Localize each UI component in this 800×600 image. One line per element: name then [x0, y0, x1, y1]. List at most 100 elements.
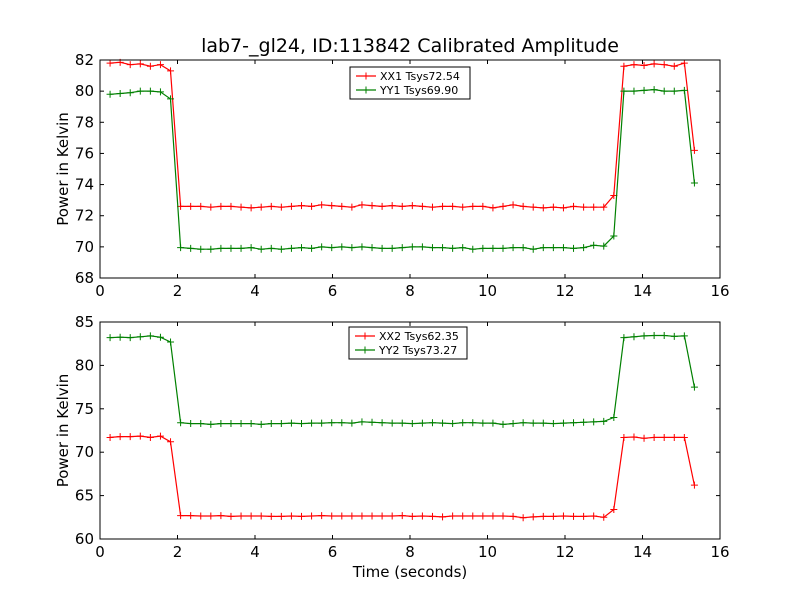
data-point — [207, 512, 215, 520]
data-point — [398, 419, 406, 427]
legend-label: YY2 Tsys73.27 — [378, 344, 457, 357]
data-point — [469, 202, 477, 210]
y-tick-label: 70 — [75, 238, 94, 256]
data-point — [640, 332, 648, 340]
data-point — [449, 244, 457, 252]
data-point — [630, 87, 638, 95]
data-point — [277, 245, 285, 253]
data-point — [670, 433, 678, 441]
data-point — [247, 244, 255, 252]
data-point — [449, 420, 457, 428]
data-point — [378, 419, 386, 427]
data-point — [449, 202, 457, 210]
data-point — [368, 418, 376, 426]
data-point — [116, 433, 124, 441]
data-point — [217, 202, 225, 210]
data-point — [227, 244, 235, 252]
data-point — [257, 245, 265, 253]
data-point — [338, 243, 346, 251]
data-point — [690, 146, 698, 154]
data-point — [368, 244, 376, 252]
data-point — [580, 418, 588, 426]
data-point — [308, 419, 316, 427]
y-tick-label: 76 — [75, 144, 94, 162]
data-point — [328, 244, 336, 252]
data-point — [499, 202, 507, 210]
y-tick-label: 72 — [75, 207, 94, 225]
x-tick-label: 12 — [555, 282, 574, 300]
data-point — [690, 481, 698, 489]
data-point — [600, 203, 608, 211]
data-point — [529, 513, 537, 521]
data-point — [439, 419, 447, 427]
data-point — [620, 433, 628, 441]
data-point — [298, 512, 305, 520]
data-point — [690, 179, 698, 187]
data-point — [318, 419, 326, 427]
data-point — [680, 86, 688, 94]
data-point — [237, 420, 245, 428]
data-point — [237, 203, 245, 211]
data-point — [227, 202, 235, 210]
data-point — [489, 512, 497, 520]
data-point — [146, 62, 154, 70]
y-tick-label: 74 — [75, 176, 94, 194]
data-point — [398, 512, 406, 520]
y-axis-label: Power in Kelvin — [54, 112, 72, 226]
data-point — [418, 512, 426, 520]
data-point — [670, 332, 678, 340]
data-point — [227, 420, 235, 428]
data-point — [156, 333, 164, 341]
x-tick-label: 4 — [250, 282, 260, 300]
x-tick-label: 6 — [328, 282, 338, 300]
legend-marker — [362, 86, 370, 94]
data-point — [519, 202, 527, 210]
data-point — [348, 203, 356, 211]
data-point — [227, 512, 235, 520]
legend-marker — [361, 332, 369, 340]
data-point — [539, 244, 547, 252]
y-axis-label: Power in Kelvin — [54, 374, 72, 488]
data-point — [509, 244, 517, 252]
data-point — [489, 244, 497, 252]
data-point — [388, 244, 396, 252]
data-point — [610, 505, 618, 513]
data-point — [146, 87, 154, 95]
y-tick-label: 85 — [75, 313, 94, 331]
data-point — [207, 203, 215, 211]
x-tick-label: 2 — [173, 543, 183, 561]
series-line — [110, 435, 695, 519]
data-point — [267, 244, 275, 252]
data-point — [318, 243, 326, 251]
data-point — [610, 232, 618, 240]
data-point — [630, 61, 638, 69]
data-point — [670, 87, 678, 95]
data-point — [338, 512, 346, 520]
data-point — [338, 419, 346, 427]
data-point — [287, 202, 295, 210]
y-tick-label: 60 — [75, 530, 94, 548]
data-point — [650, 60, 658, 68]
data-point — [247, 512, 255, 520]
data-point — [197, 512, 205, 520]
data-point — [247, 420, 255, 428]
data-point — [207, 420, 215, 428]
x-tick-label: 2 — [173, 282, 183, 300]
data-point — [277, 203, 285, 211]
data-point — [106, 59, 114, 67]
data-point — [197, 245, 205, 253]
data-point — [398, 202, 406, 210]
x-tick-label: 10 — [478, 282, 497, 300]
data-point — [549, 203, 557, 211]
data-point — [136, 432, 144, 440]
data-point — [156, 432, 164, 440]
data-point — [177, 244, 185, 252]
data-point — [499, 420, 507, 428]
plot-frame — [99, 59, 721, 279]
data-point — [469, 512, 477, 520]
data-point — [428, 419, 436, 427]
data-point — [418, 202, 426, 210]
data-point — [459, 512, 467, 520]
data-point — [539, 204, 547, 212]
